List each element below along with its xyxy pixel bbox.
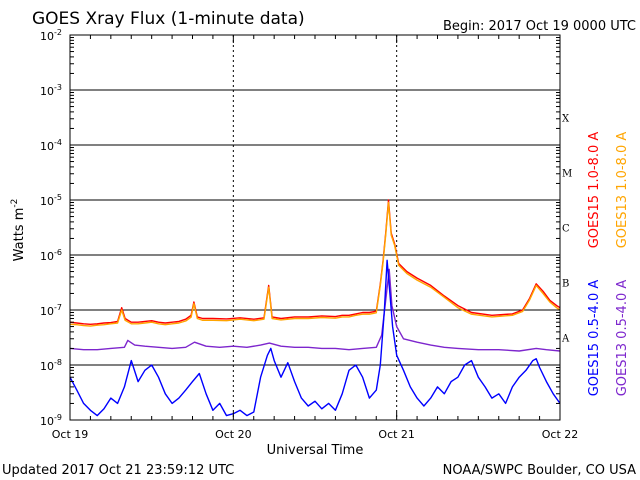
y-tick-exp-2: -4 [54,138,62,147]
y-axis-label-exponent: -2 [10,199,20,208]
y-tick-base-0: 10 [40,30,54,43]
credit-text: NOAA/SWPC Boulder, CO USA [443,463,636,478]
series-line-3 [69,259,561,417]
legend-entry-2: GOES13 0.5-4.0 A [615,280,630,397]
y-tick-exp-1: -3 [54,83,62,92]
y-tick-label-6: 10-8 [40,358,62,373]
series-layer [69,199,561,417]
y-tick-label-1: 10-3 [40,83,62,98]
y-tick-label-3: 10-5 [40,193,62,208]
flare-class-m: M [562,169,572,180]
y-tick-exp-0: -2 [54,28,62,37]
legend-entry-3: GOES15 0.5-4.0 A [587,280,602,397]
flare-class-c: C [562,224,570,235]
y-axis-ticks: 10-210-310-410-510-610-710-810-9 [40,28,560,428]
series-line-0 [69,199,561,325]
y-tick-base-3: 10 [40,195,54,208]
series-line-2 [69,268,561,352]
legend-entry-1: GOES13 1.0-8.0 A [615,132,630,249]
y-tick-exp-5: -7 [54,303,62,312]
x-tick-label-1: Oct 20 [215,428,252,441]
legend: GOES15 1.0-8.0 A GOES13 1.0-8.0 A GOES15 0… [587,132,630,397]
y-tick-base-4: 10 [40,250,54,263]
y-tick-label-4: 10-6 [40,248,62,263]
flare-class-labels: X M C B A [561,114,572,345]
y-tick-base-1: 10 [40,85,54,98]
y-tick-label-2: 10-4 [40,138,62,153]
y-axis-label: Watts m-2 [10,199,27,262]
y-tick-label-7: 10-9 [40,413,62,428]
y-tick-base-5: 10 [40,305,54,318]
grid-layer [70,35,560,420]
chart-title: GOES Xray Flux (1-minute data) [32,9,305,29]
y-tick-exp-7: -9 [54,413,62,422]
flare-class-x: X [562,114,570,125]
y-tick-exp-6: -8 [54,358,62,367]
flare-class-b: B [562,279,569,290]
y-tick-base-6: 10 [40,360,54,373]
x-tick-label-2: Oct 21 [378,428,415,441]
y-tick-exp-4: -6 [54,248,62,257]
legend-entry-0: GOES15 1.0-8.0 A [587,132,602,249]
flare-class-a: A [561,334,570,345]
x-tick-label-3: Oct 22 [542,428,579,441]
y-tick-base-7: 10 [40,415,54,428]
y-tick-label-5: 10-7 [40,303,62,318]
y-axis-label-base: Watts m [12,208,27,262]
x-axis-label: Universal Time [267,443,364,458]
x-axis-ticks: Oct 19 Oct 20 Oct 21 Oct 22 [52,35,579,441]
y-tick-exp-3: -5 [54,193,62,202]
begin-date-label: Begin: 2017 Oct 19 0000 UTC [443,19,636,34]
plot-frame [69,34,561,421]
x-tick-label-0: Oct 19 [52,428,89,441]
series-line-1 [69,201,561,327]
updated-timestamp: Updated 2017 Oct 21 23:59:12 UTC [2,463,234,478]
y-tick-label-0: 10-2 [40,28,62,43]
y-tick-base-2: 10 [40,140,54,153]
